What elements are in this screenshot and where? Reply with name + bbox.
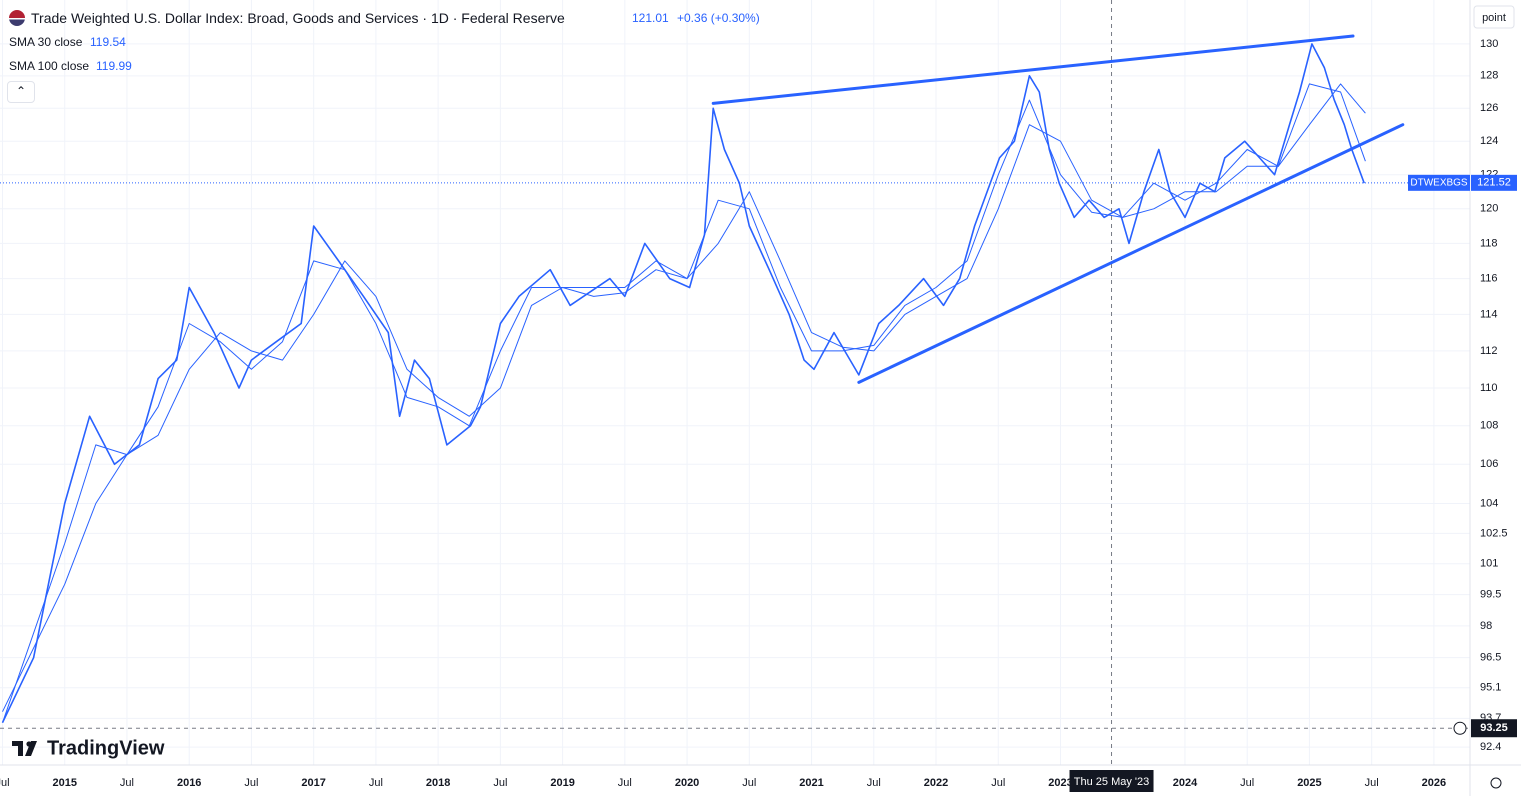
y-tick-label: 92.4 xyxy=(1480,741,1501,753)
series-name-tag xyxy=(1408,174,1470,191)
axes: 1301281261241221201181161141121101081061… xyxy=(0,38,1517,792)
sma-line xyxy=(2,83,1366,712)
x-tick-label: Jul xyxy=(742,777,756,789)
price: 121.01 xyxy=(632,11,669,25)
x-tick-label: 2016 xyxy=(177,777,201,789)
price-change: +0.36 (+0.30%) xyxy=(677,11,760,25)
y-tick-label: 126 xyxy=(1480,102,1498,114)
last-value-tag xyxy=(1471,174,1517,191)
x-tick-label: 2015 xyxy=(52,777,76,789)
y-tick-label: 110 xyxy=(1480,382,1498,394)
y-tick-label: 130 xyxy=(1480,38,1498,50)
brand-logo: TradingView xyxy=(12,737,165,759)
y-tick-label: 116 xyxy=(1480,272,1498,284)
x-tick-label: 2018 xyxy=(426,777,450,789)
flag-icon xyxy=(9,10,25,26)
x-tick-label: 2017 xyxy=(301,777,325,789)
x-tick-label: Jul xyxy=(369,777,383,789)
x-tick-label: Jul xyxy=(493,777,507,789)
crosshair-y-tag xyxy=(1471,719,1517,738)
price-line xyxy=(1,43,1365,724)
y-tick-label: 96.5 xyxy=(1480,652,1501,664)
y-tick-label: 128 xyxy=(1480,70,1498,82)
settings-icon[interactable] xyxy=(1490,777,1502,789)
x-tick-label: Jul xyxy=(120,777,134,789)
last-value-label: 121.52 xyxy=(1477,177,1511,189)
y-tick-label: 106 xyxy=(1480,458,1498,470)
series-name-label: DTWEXBGS xyxy=(1410,177,1468,188)
unit-label[interactable]: point xyxy=(1482,12,1506,24)
crosshair-x-label: Thu 25 May '23 xyxy=(1074,776,1149,788)
x-tick-label: 2024 xyxy=(1173,777,1198,789)
y-tick-label: 99.5 xyxy=(1480,589,1501,601)
x-tick-label: Jul xyxy=(991,777,1005,789)
crosshair-plus xyxy=(1453,721,1467,735)
crosshair-y-label: 93.25 xyxy=(1480,722,1508,734)
y-tick-label: 124 xyxy=(1480,135,1498,147)
x-tick-label: 2020 xyxy=(675,777,699,789)
brand-text: TradingView xyxy=(47,737,165,759)
x-tick-label: Jul xyxy=(244,777,258,789)
x-tick-label: Jul xyxy=(1365,777,1379,789)
unit-box[interactable] xyxy=(1473,5,1515,29)
sma100-value: 119.99 xyxy=(96,59,132,73)
x-tick-label: Jul xyxy=(1240,777,1254,789)
trendline xyxy=(857,123,1405,384)
y-tick-label: 102.5 xyxy=(1480,527,1508,539)
x-tick-label: 2021 xyxy=(799,777,823,789)
x-tick-label: 2026 xyxy=(1422,777,1446,789)
plot xyxy=(0,0,1470,765)
x-tick-label: Jul xyxy=(0,777,10,789)
y-tick-label: 114 xyxy=(1480,308,1498,320)
collapse-button[interactable]: ⌃ xyxy=(7,81,35,103)
crosshair-x-tag xyxy=(1069,770,1154,792)
sma-line xyxy=(2,83,1366,723)
grid xyxy=(0,0,1470,765)
y-tick-label: 95.1 xyxy=(1480,682,1501,694)
y-tick-label: 108 xyxy=(1480,420,1498,432)
sma30-value: 119.54 xyxy=(90,35,126,49)
y-tick-label: 118 xyxy=(1480,237,1498,249)
x-tick-label: 2023 xyxy=(1048,777,1072,789)
sma100-name: SMA 100 close xyxy=(9,59,90,73)
x-tick-label: 2025 xyxy=(1297,777,1321,789)
y-tick-label: 104 xyxy=(1480,497,1498,509)
logo-dot xyxy=(26,741,32,747)
sma30-name: SMA 30 close xyxy=(9,35,83,49)
x-tick-label: Jul xyxy=(867,777,881,789)
x-tick-label: 2019 xyxy=(550,777,574,789)
chart-title: Trade Weighted U.S. Dollar Index: Broad,… xyxy=(31,10,565,26)
y-tick-label: 101 xyxy=(1480,558,1498,570)
trendline xyxy=(711,34,1355,105)
y-tick-label: 112 xyxy=(1480,345,1498,357)
x-tick-label: 2022 xyxy=(924,777,948,789)
y-tick-label: 98 xyxy=(1480,620,1492,632)
x-tick-label: Jul xyxy=(618,777,632,789)
y-tick-label: 120 xyxy=(1480,203,1498,215)
